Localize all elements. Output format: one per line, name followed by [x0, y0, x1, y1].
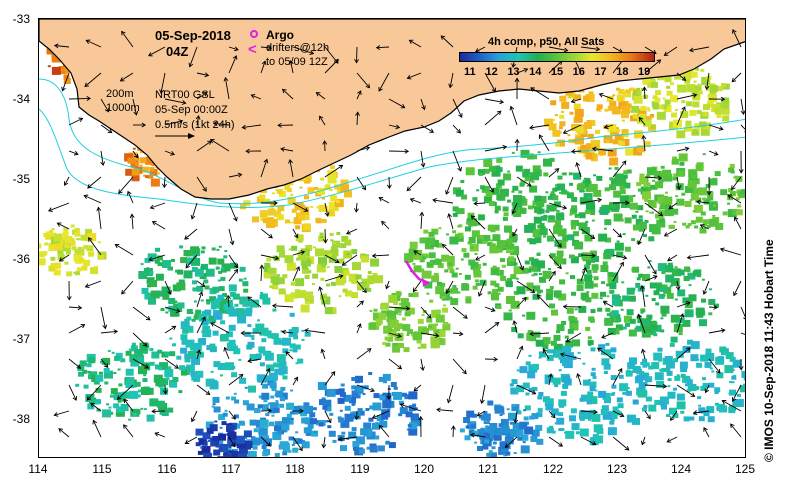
- colorbar-tick-label: 16: [572, 66, 585, 78]
- argo-label: Argo: [266, 28, 294, 42]
- x-tick-label: 117: [221, 462, 241, 476]
- velocity-scale-label: 0.5m/s (1kt 24h): [155, 119, 235, 131]
- chevron-left-icon: <: [248, 41, 257, 58]
- velocity-scale-arrow: [155, 133, 195, 139]
- contour-label-200m: 200m: [106, 88, 134, 100]
- x-tick-label: 119: [350, 462, 370, 476]
- drifter-track: [404, 260, 430, 287]
- sst-colorbar: [459, 52, 655, 62]
- contour-label-1000m: 1000m: [106, 102, 140, 114]
- colorbar-tick-label: 11: [464, 66, 476, 78]
- colorbar-title: 4h comp, p50, All Sats: [488, 36, 605, 48]
- x-tick-label: 122: [542, 462, 564, 476]
- x-tick-label: 124: [670, 462, 692, 476]
- y-tick-label: -38: [12, 412, 30, 426]
- drifters-label: drifters@12h: [266, 42, 330, 54]
- colorbar-tick-label: 12: [485, 66, 498, 78]
- colorbar-tick-label: 14: [529, 66, 542, 78]
- y-tick-label: -37: [12, 332, 30, 346]
- colorbar-tick-label: 13: [507, 66, 520, 78]
- land-mass: [39, 19, 745, 200]
- x-tick-label: 115: [92, 462, 112, 476]
- drifters-period: to 05/09 12Z: [266, 56, 328, 68]
- x-tick-label: 121: [477, 462, 499, 476]
- y-tick-label: -33: [12, 12, 30, 26]
- y-tick-label: -34: [12, 92, 30, 106]
- x-tick-label: 125: [734, 462, 756, 476]
- map-plot: [38, 18, 746, 458]
- circle-icon: [250, 30, 258, 38]
- map-date: 05-Sep-2018: [155, 28, 231, 43]
- x-tick-label: 118: [285, 462, 305, 476]
- colorbar-tick-label: 15: [550, 66, 564, 78]
- colorbar-tick-label: 19: [637, 66, 651, 78]
- map-time: 04Z: [166, 44, 189, 59]
- contour-200m: [39, 78, 745, 205]
- sst-map: [39, 19, 745, 457]
- altimetry-product: NRT00 GSL: [155, 89, 215, 101]
- colorbar-tick-label: 17: [594, 66, 607, 78]
- x-tick-label: 116: [157, 462, 177, 476]
- credit-text: © IMOS 10-Sep-2018 11:43 Hobart Time: [762, 239, 776, 462]
- current-arrows: [47, 29, 745, 452]
- y-tick-label: -35: [12, 172, 30, 186]
- altimetry-date: 05-Sep 00:00Z: [155, 104, 228, 116]
- x-tick-label: 120: [413, 462, 435, 476]
- x-tick-label: 114: [28, 462, 48, 476]
- x-tick-label: 123: [606, 462, 628, 476]
- colorbar-tick-label: 18: [616, 66, 629, 78]
- y-tick-label: -36: [12, 252, 30, 266]
